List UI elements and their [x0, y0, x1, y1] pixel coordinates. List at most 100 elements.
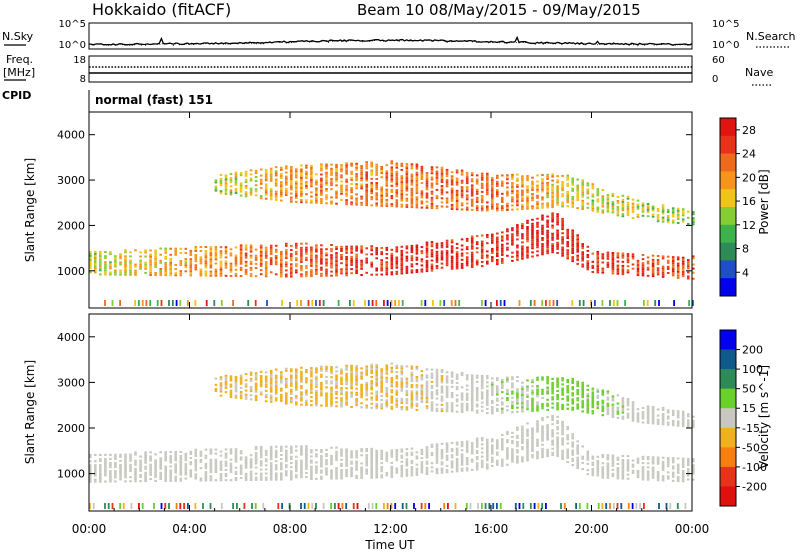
heatmap-cell	[330, 469, 333, 472]
heatmap-cell	[355, 397, 358, 400]
heatmap-cell	[290, 462, 293, 465]
heatmap-cell	[315, 477, 318, 480]
heatmap-cell	[440, 181, 444, 183]
heatmap-cell	[546, 404, 549, 407]
heatmap-cell	[310, 367, 313, 370]
heatmap-cell	[249, 460, 253, 463]
heatmap-cell	[676, 258, 680, 261]
heatmap-cell	[430, 372, 434, 375]
heatmap-cell	[556, 404, 559, 407]
heatmap-cell	[581, 263, 584, 266]
heatmap-cell	[470, 251, 474, 254]
heatmap-cell	[460, 169, 464, 172]
heatmap-cell	[526, 195, 529, 198]
heatmap-cell	[375, 186, 378, 189]
heatmap-cell	[259, 178, 263, 181]
heatmap-cell	[491, 450, 494, 453]
heatmap-cell	[430, 265, 434, 268]
heatmap-cell	[395, 389, 399, 392]
heatmap-cell	[626, 257, 630, 260]
heatmap-cell	[134, 459, 137, 462]
heatmap-cell	[450, 189, 454, 192]
heatmap-cell	[480, 246, 484, 249]
heatmap-cell	[305, 201, 308, 204]
heatmap-cell	[380, 247, 383, 249]
heatmap-cell	[450, 402, 454, 405]
heatmap-cell	[480, 178, 484, 181]
heatmap-cell	[269, 451, 273, 454]
heatmap-cell	[521, 208, 524, 210]
heatmap-cell	[239, 382, 243, 385]
heatmap-cell	[440, 205, 444, 208]
heatmap-cell	[511, 378, 514, 381]
heatmap-cell	[576, 380, 579, 383]
heatmap-cell	[687, 474, 690, 477]
heatmap-cell	[310, 373, 313, 376]
heatmap-cell	[89, 466, 92, 469]
heatmap-cell	[586, 452, 590, 455]
heatmap-cell	[521, 396, 524, 399]
heatmap-cell	[681, 273, 685, 276]
heatmap-cell	[460, 262, 464, 265]
heatmap-cell	[310, 264, 313, 267]
heatmap-cell	[491, 195, 494, 198]
heatmap-cell	[501, 444, 504, 447]
heatmap-cell	[641, 204, 645, 207]
heatmap-cell	[486, 442, 489, 445]
heatmap-cell	[435, 459, 439, 462]
heatmap-cell	[340, 370, 343, 373]
heatmap-cell	[239, 252, 243, 255]
heatmap-cell	[511, 392, 514, 395]
heatmap-cell	[94, 261, 97, 264]
heatmap-cell	[551, 451, 554, 454]
heatmap-cell	[566, 253, 569, 256]
heatmap-cell	[119, 478, 122, 481]
station-title: Hokkaido (fitACF)	[92, 0, 231, 19]
heatmap-cell	[300, 248, 303, 251]
heatmap-cell	[400, 187, 404, 190]
heatmap-cell	[340, 186, 343, 189]
heatmap-cell	[486, 174, 489, 177]
heatmap-cell	[450, 193, 454, 196]
heatmap-cell	[264, 193, 268, 196]
heatmap-cell	[119, 472, 122, 475]
heatmap-cell	[511, 237, 514, 240]
heatmap-cell	[586, 399, 590, 402]
heatmap-cell	[606, 196, 610, 199]
heatmap-cell	[541, 214, 544, 217]
heatmap-cell	[274, 198, 278, 201]
heatmap-cell	[571, 377, 574, 380]
heatmap-cell	[516, 179, 519, 182]
heatmap-cell	[425, 401, 429, 404]
heatmap-cell	[566, 436, 569, 439]
heatmap-cell	[310, 185, 313, 188]
heatmap-cell	[370, 363, 373, 366]
heatmap-cell	[184, 457, 188, 460]
heatmap-cell	[671, 258, 675, 261]
heatmap-cell	[350, 264, 353, 266]
heatmap-cell	[410, 375, 414, 378]
heatmap-cell	[496, 176, 499, 179]
heatmap-cell	[295, 401, 298, 404]
heatmap-cell	[480, 447, 484, 450]
heatmap-cell	[496, 407, 499, 410]
heatmap-cell	[274, 374, 278, 377]
heatmap-cell	[310, 369, 313, 372]
heatmap-cell	[480, 459, 484, 462]
heatmap-cell	[345, 374, 348, 377]
heatmap-cell	[214, 387, 218, 390]
heatmap-cell	[385, 393, 389, 396]
heatmap-cell	[355, 261, 358, 264]
heatmap-cell	[516, 198, 519, 201]
heatmap-cell	[295, 463, 298, 466]
heatmap-cell	[651, 271, 655, 273]
heatmap-cell	[400, 365, 404, 368]
heatmap-cell	[430, 405, 434, 408]
heatmap-cell	[234, 388, 238, 391]
heatmap-cell	[129, 453, 132, 456]
heatmap-cell	[224, 178, 228, 181]
heatmap-cell	[430, 387, 434, 390]
heatmap-cell	[104, 265, 107, 268]
heatmap-cell	[561, 379, 564, 382]
heatmap-cell	[626, 459, 630, 462]
